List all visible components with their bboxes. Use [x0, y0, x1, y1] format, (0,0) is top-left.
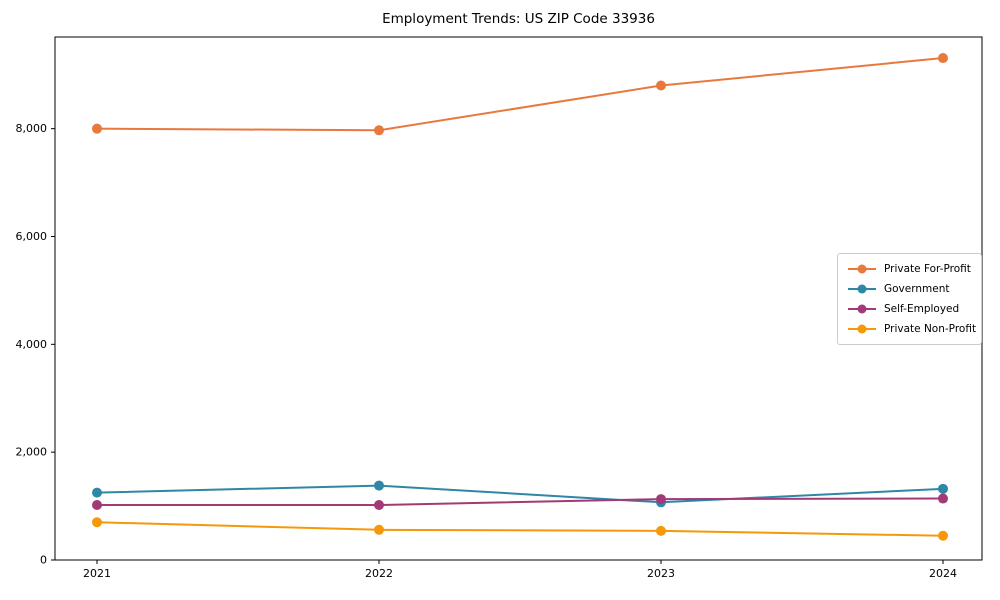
data-point-private-for-profit: [938, 53, 948, 64]
x-tick-label: 2024: [929, 567, 957, 580]
legend-marker-icon: [848, 304, 876, 314]
x-tick-label: 2023: [647, 567, 675, 580]
series-line-private-non-profit: [96, 521, 944, 537]
legend-label: Government: [884, 283, 950, 295]
data-point-government: [92, 487, 102, 498]
data-point-private-non-profit: [938, 530, 948, 541]
x-tick-label: 2022: [365, 567, 393, 580]
series-line-government: [96, 484, 944, 504]
data-point-government: [374, 480, 384, 491]
data-point-private-for-profit: [374, 125, 384, 136]
legend-item-private-for-profit: Private For-Profit: [847, 260, 973, 278]
axis-frame: [54, 36, 983, 561]
legend-item-private-non-profit: Private Non-Profit: [847, 320, 977, 338]
x-tick-label: 2021: [83, 567, 111, 580]
data-point-self-employed: [374, 500, 384, 511]
y-tick-label: 0: [40, 554, 47, 567]
y-tick-label: 2,000: [16, 446, 48, 459]
data-point-self-employed: [92, 500, 102, 511]
y-tick-label: 8,000: [16, 122, 48, 135]
data-point-government: [938, 483, 948, 494]
legend-marker-icon: [848, 324, 876, 334]
chart-title: Employment Trends: US ZIP Code 33936: [382, 11, 655, 27]
legend-item-self-employed: Self-Employed: [847, 300, 973, 318]
legend-marker-icon: [848, 264, 876, 274]
legend-label: Self-Employed: [884, 303, 960, 315]
legend-label: Private Non-Profit: [884, 323, 977, 335]
data-point-private-for-profit: [92, 123, 102, 134]
data-point-private-non-profit: [92, 517, 102, 528]
legend: Private For-Profit Government Self-Emplo…: [837, 253, 982, 345]
data-point-self-employed: [938, 493, 948, 504]
series-line-private-for-profit: [96, 57, 944, 132]
legend-label: Private For-Profit: [884, 263, 971, 275]
series-line-self-employed: [97, 497, 944, 507]
y-tick-label: 4,000: [16, 338, 48, 351]
legend-marker-icon: [848, 284, 876, 294]
data-point-private-non-profit: [374, 524, 384, 535]
data-point-private-non-profit: [656, 525, 666, 536]
y-tick-label: 6,000: [16, 230, 48, 243]
data-point-private-for-profit: [656, 80, 666, 91]
legend-item-government: Government: [847, 280, 973, 298]
data-point-self-employed: [656, 494, 666, 505]
